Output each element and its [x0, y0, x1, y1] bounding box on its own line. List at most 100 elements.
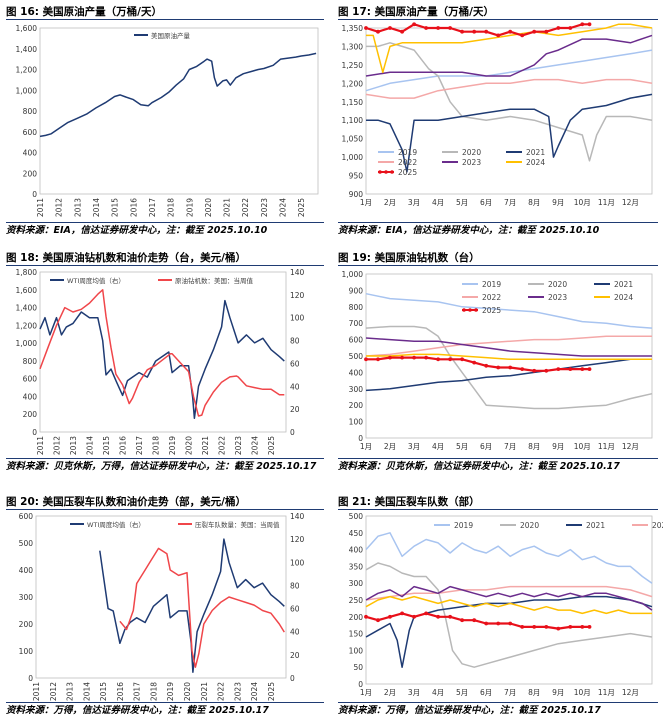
- fig21-series-6-point-14: [532, 625, 537, 629]
- fig21-xtick-0: 1月: [360, 688, 372, 697]
- fig21-series-6-point-19: [587, 625, 592, 629]
- fig18-xtick-8: 2019: [168, 436, 177, 455]
- fig17-series-6-point-3: [400, 29, 404, 34]
- fig19-legend-6-dot-1: [468, 308, 472, 312]
- fig19-ytick-5: 500: [349, 352, 364, 361]
- fig21-series-1-line: [365, 562, 653, 668]
- fig18-y2tick-6: 120: [290, 291, 305, 300]
- fig18-source: 资料来源：贝克休斯，万得，信达证券研发中心，注：截至 2025.10.17: [6, 461, 317, 472]
- fig20-y2tick-7: 140: [290, 512, 305, 521]
- fig21-series-6-point-15: [544, 625, 549, 629]
- fig18-plot-frame: [39, 271, 287, 433]
- fig20-y2tick-3: 60: [290, 605, 300, 614]
- fig19-legend-1-label: 2020: [548, 280, 567, 289]
- fig18-xtick-6: 2017: [135, 436, 144, 455]
- fig16-legend-0-label: 美国原油产量: [151, 31, 191, 40]
- fig21-series-6-point-12: [508, 621, 513, 626]
- fig19-legend-5-label: 2024: [614, 293, 633, 302]
- fig17-series-4-line: [365, 34, 653, 77]
- fig18-title-text: 美国原油钻机数和油价走势（台，美元/桶）: [42, 252, 246, 264]
- fig17-legend-0-label: 2019: [398, 148, 417, 157]
- fig19-series-6-point-15: [544, 368, 549, 373]
- fig19-series-6-point-12: [508, 365, 513, 370]
- fig17-ytick-4: 1,100: [342, 116, 364, 125]
- fig19-xtick-2: 3月: [408, 442, 420, 451]
- fig19-ytick-6: 600: [349, 336, 364, 345]
- fig19-title: 图 19: 美国原油钻机数（台）: [338, 250, 480, 265]
- fig21-series-3-line: [365, 585, 653, 601]
- fig17-xtick-5: 6月: [480, 198, 492, 207]
- fig18-xtick-5: 2016: [119, 436, 128, 455]
- fig21-series-6-point-5: [424, 611, 428, 616]
- fig20-label: 图 20:: [6, 496, 39, 508]
- fig17-xtick-7: 8月: [528, 198, 540, 207]
- fig19-series-6-point-6: [436, 357, 440, 362]
- fig19-series-6-line: [366, 356, 590, 372]
- fig18-legend-0-label: WTI周度均值（右）: [67, 276, 125, 285]
- fig20-ytick-5: 500: [19, 539, 34, 548]
- fig21-title: 图 21: 美国压裂车队数（部）: [338, 494, 480, 509]
- fig18-ytick-9: 1,800: [16, 268, 38, 277]
- fig21-xtick-2: 3月: [408, 688, 420, 697]
- fig20-xtick-12: 2023: [233, 682, 242, 701]
- fig16-xtick-4: 2015: [111, 198, 120, 217]
- fig19-series-6-point-5: [424, 355, 428, 360]
- fig17-series-6-point-9: [472, 29, 477, 34]
- fig21-plot-frame: [365, 515, 653, 685]
- fig19-source-rule: [338, 458, 658, 459]
- fig16-ytick-5: 1,000: [16, 86, 38, 95]
- fig17-series-5-line: [366, 23, 653, 74]
- fig16-xtick-8: 2019: [185, 198, 194, 217]
- fig18-chart: 02004006008001,0001,2001,4001,6001,80002…: [16, 268, 305, 455]
- fig18-ytick-8: 1,600: [16, 286, 38, 295]
- fig20-source: 资料来源：万得，信达证券研发中心，注：截至 2025.10.17: [6, 705, 269, 716]
- fig19-xtick-8: 9月: [552, 442, 564, 451]
- fig17-series-6-point-8: [460, 29, 464, 34]
- fig17-xtick-6: 7月: [504, 198, 516, 207]
- fig19-ytick-0: 0: [358, 434, 363, 443]
- fig21-source: 资料来源：万得，信达证券研发中心，注：截至 2025.10.17: [338, 705, 601, 716]
- fig21-ytick-4: 200: [349, 613, 364, 622]
- fig21-ytick-7: 350: [349, 562, 364, 571]
- fig20-y2tick-2: 40: [290, 628, 300, 637]
- fig20-y2tick-0: 0: [290, 674, 295, 683]
- fig19-xtick-11: 12月: [622, 442, 639, 451]
- fig17-series-6-point-18: [580, 22, 585, 27]
- fig18-xtick-0: 2011: [36, 436, 45, 455]
- fig21-series-6-point-18: [580, 625, 585, 629]
- fig17-ytick-7: 1,250: [342, 61, 364, 70]
- fig18-xtick-3: 2014: [86, 436, 95, 455]
- fig21-ytick-9: 450: [349, 529, 364, 538]
- fig16-xtick-5: 2016: [129, 198, 138, 217]
- fig18-ytick-2: 400: [23, 392, 38, 401]
- fig20-y2tick-6: 120: [290, 535, 305, 544]
- fig17-series-6-point-19: [587, 22, 592, 27]
- fig17-legend-4-label: 2023: [462, 158, 481, 167]
- fig18-y2tick-3: 60: [290, 359, 300, 368]
- fig20-xtick-14: 2025: [267, 682, 276, 701]
- fig21-ytick-8: 400: [349, 546, 364, 555]
- fig20-xtick-10: 2021: [200, 682, 209, 701]
- fig18-xtick-4: 2015: [102, 436, 111, 455]
- fig17-series-6-point-6: [436, 26, 440, 30]
- fig21-series-0-line: [365, 532, 653, 584]
- fig16-source: 资料来源：EIA，信达证券研发中心，注：截至 2025.10.10: [6, 225, 268, 236]
- fig16-title-text: 美国原油产量（万桶/天）: [42, 6, 162, 18]
- fig17-source: 资料来源：EIA，信达证券研发中心，注：截至 2025.10.10: [338, 225, 600, 236]
- fig16-ytick-1: 200: [23, 169, 38, 178]
- fig17-xtick-8: 9月: [552, 198, 564, 207]
- fig16-xtick-13: 2024: [279, 198, 288, 217]
- fig20-chart: 0 100 200 300 400 500 600 0 20 40 60 80 100 120 140 201…: [19, 512, 305, 701]
- fig17-series-6-point-12: [508, 29, 513, 34]
- fig16-ytick-8: 1,600: [16, 24, 38, 33]
- fig21-legend-1-label: 2020: [520, 521, 539, 530]
- fig21-series-6-point-1: [376, 618, 380, 623]
- fig19-ytick-3: 300: [349, 385, 364, 394]
- fig17-xtick-11: 12月: [622, 198, 639, 207]
- fig17-ytick-9: 1,350: [342, 24, 364, 33]
- fig19-xtick-10: 11月: [598, 442, 615, 451]
- fig21-legend-3-label: 2022: [652, 521, 663, 530]
- fig18-label: 图 18:: [6, 252, 39, 264]
- fig20-xtick-6: 2017: [133, 682, 142, 701]
- fig21-legend-2-label: 2021: [586, 521, 605, 530]
